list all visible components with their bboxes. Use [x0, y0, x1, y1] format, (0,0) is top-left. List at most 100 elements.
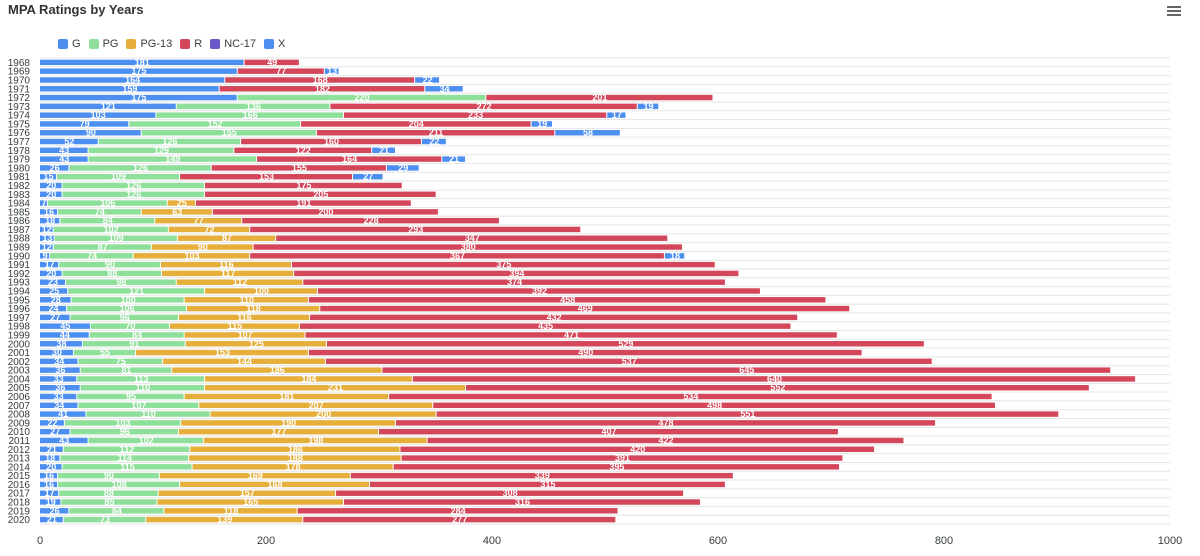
- bar-x-1978: [372, 147, 395, 154]
- data-label-g-2020: 21: [47, 515, 57, 525]
- bar-r-2002: [325, 358, 932, 365]
- bar-g-2016: [40, 481, 58, 488]
- data-label-pg-13-2002: 144: [237, 356, 252, 366]
- bar-pg-13-1985: [141, 209, 212, 215]
- data-label-pg-13-2001: 153: [215, 348, 230, 358]
- data-label-x-1978: 21: [379, 145, 389, 155]
- y-tick-label: 2014: [8, 462, 31, 473]
- data-label-pg-13-2004: 184: [301, 374, 316, 384]
- bar-pg-1987: [53, 226, 168, 233]
- bar-pg-1974: [156, 112, 343, 118]
- bar-r-2006: [389, 393, 992, 400]
- y-tick-label: 1977: [8, 137, 31, 148]
- data-label-x-1979: 21: [449, 154, 459, 164]
- bar-r-1988: [276, 235, 668, 241]
- x-tick-label: 200: [257, 535, 275, 547]
- y-tick-label: 1999: [8, 330, 31, 341]
- bar-g-1968: [40, 59, 244, 66]
- bar-r-1999: [305, 332, 837, 338]
- y-tick-label: 1982: [8, 181, 31, 192]
- hamburger-menu-icon[interactable]: [1166, 4, 1184, 20]
- data-label-pg-13-2000: 125: [249, 339, 264, 349]
- bar-r-2010: [379, 428, 838, 435]
- data-label-r-2005: 552: [770, 383, 785, 393]
- bar-pg-2014: [62, 464, 192, 470]
- bar-g-1997: [40, 314, 70, 321]
- bar-r-1979: [256, 156, 442, 162]
- data-label-g-1998: 45: [60, 321, 70, 331]
- legend-item-r[interactable]: R: [180, 38, 202, 50]
- legend-label-pg-13: PG-13: [140, 38, 173, 50]
- data-label-r-1973: 272: [477, 101, 492, 111]
- data-label-pg-1976: 155: [222, 128, 237, 138]
- bar-r-2001: [308, 349, 862, 356]
- data-label-x-1990: 18: [670, 251, 680, 261]
- bar-pg-13-1999: [184, 332, 305, 338]
- bar-r-1984: [195, 200, 411, 206]
- bar-g-1992: [40, 270, 62, 277]
- legend-item-pg[interactable]: PG: [88, 38, 118, 50]
- bar-g-1994: [40, 288, 68, 294]
- bar-x-1974: [607, 112, 626, 118]
- bar-g-2014: [40, 464, 62, 470]
- data-label-r-1976: 211: [429, 128, 444, 138]
- bar-g-2010: [40, 428, 70, 435]
- bar-pg-13-2005: [204, 384, 466, 391]
- bar-g-1991: [40, 261, 59, 268]
- y-tick-label: 1991: [8, 260, 31, 271]
- data-label-pg-1995: 100: [121, 295, 136, 305]
- data-label-pg-13-2019: 118: [224, 506, 239, 516]
- data-label-r-2001: 490: [578, 348, 593, 358]
- data-label-r-2014: 395: [609, 462, 624, 472]
- bar-pg-2007: [78, 402, 199, 409]
- data-label-pg-2010: 96: [120, 427, 130, 437]
- data-label-g-1977: 52: [64, 137, 74, 147]
- bar-pg-13-2007: [199, 402, 433, 409]
- data-label-pg-13-1992: 117: [221, 268, 236, 278]
- data-label-r-2017: 308: [503, 488, 518, 498]
- legend-swatch-g: [58, 39, 68, 49]
- data-label-g-1969: 175: [131, 66, 146, 76]
- data-label-g-1993: 23: [48, 277, 58, 287]
- data-label-g-1986: 18: [45, 216, 55, 226]
- y-tick-label: 1994: [8, 287, 31, 298]
- data-label-r-1990: 367: [450, 251, 465, 261]
- bar-g-1970: [40, 77, 225, 83]
- bar-g-1973: [40, 103, 176, 110]
- data-label-pg-13-1996: 118: [246, 304, 261, 314]
- bar-r-1985: [212, 209, 438, 215]
- legend-item-g[interactable]: G: [58, 38, 81, 50]
- bar-pg-2004: [77, 376, 204, 382]
- data-label-r-1981: 153: [259, 172, 274, 182]
- data-label-r-1969: 77: [276, 66, 286, 76]
- legend-item-x[interactable]: X: [264, 38, 285, 50]
- data-label-pg-2017: 88: [104, 488, 114, 498]
- data-label-r-1985: 200: [318, 207, 333, 217]
- bar-g-1981: [40, 173, 56, 180]
- bar-pg-13-1990: [133, 253, 250, 259]
- bar-r-1981: [180, 173, 353, 180]
- data-label-pg-13-1987: 72: [204, 224, 214, 234]
- bar-pg-1993: [65, 279, 176, 285]
- data-label-pg-13-2010: 177: [271, 427, 286, 437]
- bar-pg-13-2019: [164, 508, 297, 514]
- y-tick-label: 1992: [8, 269, 31, 280]
- legend-swatch-r: [180, 39, 191, 49]
- bar-r-2013: [401, 455, 843, 461]
- legend-item-pg-13[interactable]: PG-13: [126, 38, 172, 50]
- legend-item-nc-17[interactable]: NC-17: [210, 38, 256, 50]
- bar-r-1986: [242, 217, 499, 224]
- y-tick-label: 1971: [8, 84, 31, 95]
- bar-pg-2016: [58, 481, 180, 488]
- bar-pg-1996: [67, 305, 186, 312]
- data-label-r-1979: 164: [342, 154, 357, 164]
- bar-pg-1984: [47, 200, 167, 206]
- bar-pg-2002: [78, 358, 163, 365]
- data-label-r-1972: 201: [592, 93, 607, 103]
- data-label-g-1978: 43: [59, 145, 69, 155]
- data-label-g-2008: 41: [58, 409, 68, 419]
- data-label-r-1992: 394: [509, 268, 524, 278]
- bar-g-1988: [40, 235, 54, 241]
- bar-pg-1999: [89, 332, 184, 338]
- bar-r-1977: [241, 138, 421, 145]
